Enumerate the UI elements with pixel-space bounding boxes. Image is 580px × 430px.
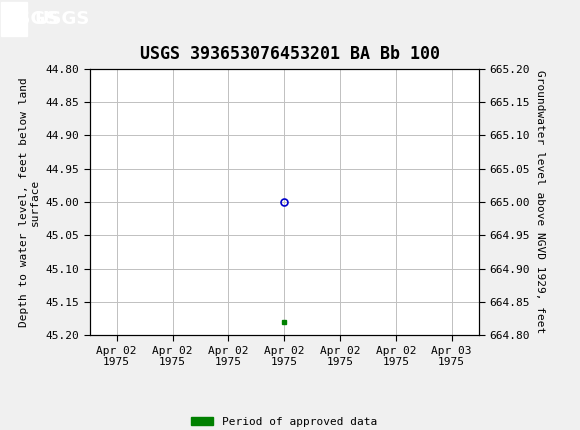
FancyBboxPatch shape bbox=[1, 2, 27, 36]
Text: USGS: USGS bbox=[35, 10, 90, 28]
Text: USGS: USGS bbox=[3, 10, 58, 28]
Legend: Period of approved data: Period of approved data bbox=[187, 412, 382, 430]
Text: USGS 393653076453201 BA Bb 100: USGS 393653076453201 BA Bb 100 bbox=[140, 45, 440, 63]
Y-axis label: Groundwater level above NGVD 1929, feet: Groundwater level above NGVD 1929, feet bbox=[535, 71, 545, 334]
Y-axis label: Depth to water level, feet below land
surface: Depth to water level, feet below land su… bbox=[19, 77, 40, 327]
